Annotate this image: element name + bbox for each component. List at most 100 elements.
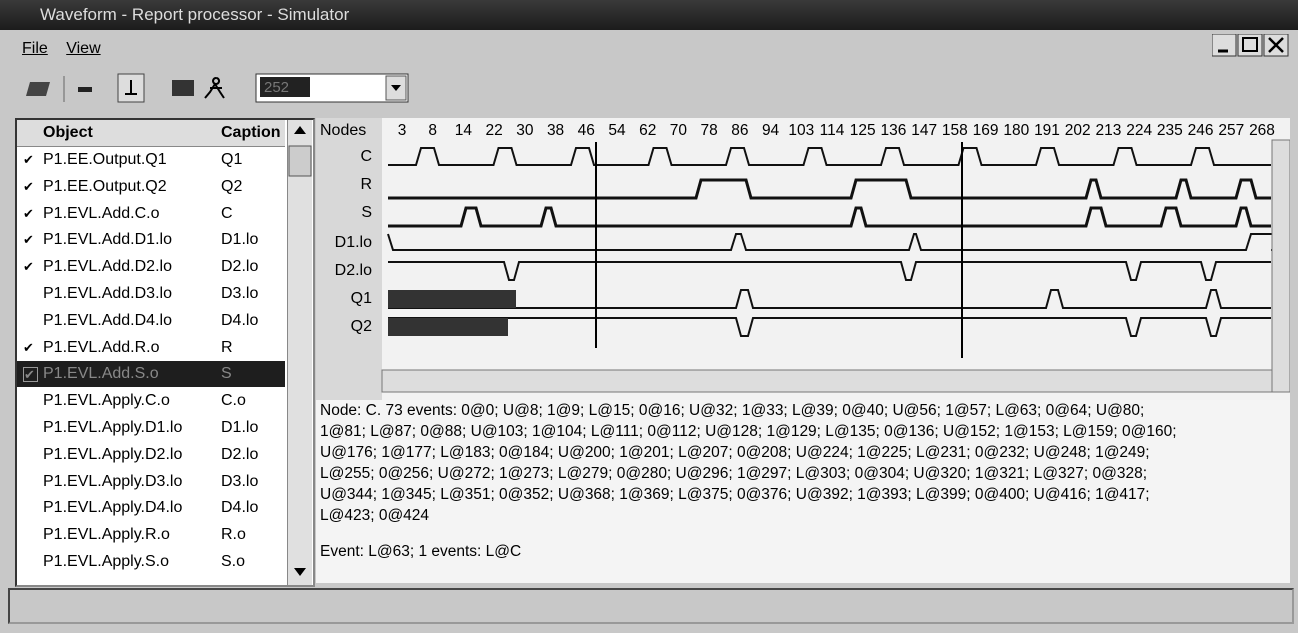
checkbox [23,528,36,541]
time-label: 38 [547,122,564,139]
object-name: P1.EE.Output.Q2 [43,174,167,200]
list-header: Object Caption [17,120,285,147]
checkbox: ✔ [23,233,36,246]
v-scrollbar[interactable] [1272,140,1290,392]
object-name: P1.EVL.Add.D3.lo [43,281,172,307]
info-line: L@255; 0@256; U@272; 1@273; L@279; 0@280… [320,465,1147,483]
caption: D3.lo [221,469,258,495]
time-label: 54 [608,122,626,139]
object-name: P1.EVL.Apply.D2.lo [43,442,182,468]
time-label: 257 [1218,122,1244,139]
object-name: P1.EVL.Add.D2.lo [43,254,172,280]
list-row[interactable]: P1.EVL.Apply.D3.lo D3.lo [17,469,285,495]
checkbox: ✔ [23,367,38,382]
caption: D1.lo [221,415,258,441]
object-name: P1.EVL.Apply.D4.lo [43,495,182,521]
object-name: P1.EVL.Apply.S.o [43,549,169,575]
open-icon[interactable] [26,82,50,96]
checkbox [23,555,36,568]
caption: D3.lo [221,281,258,307]
signal-label: Q2 [351,318,372,335]
object-name: P1.EVL.Apply.C.o [43,388,170,414]
toolbar: 252 [20,70,420,108]
h-scrollbar[interactable] [382,370,1272,392]
checkbox [23,287,36,300]
time-label: 202 [1065,122,1091,139]
menu-item[interactable]: File [22,40,48,57]
time-label: 268 [1249,122,1275,139]
object-name: P1.EVL.Apply.D3.lo [43,469,182,495]
combo-value: 252 [264,79,289,96]
wave-bg [316,118,1290,400]
menu-item[interactable]: View [66,40,100,57]
info-line: L@423; 0@424 [320,507,429,525]
print-icon[interactable] [172,80,194,96]
caption: C [221,201,233,227]
list-row[interactable]: ✔ P1.EVL.Add.D1.lo D1.lo [17,227,285,253]
header-caption[interactable]: Caption [221,120,281,146]
time-label: 224 [1126,122,1152,139]
unknown-block [388,318,508,336]
object-name: P1.EVL.Add.R.o [43,335,160,361]
object-name: P1.EVL.Add.C.o [43,201,160,227]
caption: D1.lo [221,227,258,253]
checkbox: ✔ [23,260,36,273]
info-line: Node: C. 73 events: 0@0; U@8; 1@9; L@15;… [320,402,1144,420]
signal-label: R [360,176,372,193]
time-label: 14 [455,122,473,139]
time-label: 103 [788,122,814,139]
signal-label: D2.lo [335,262,372,279]
signal-label: S [361,204,372,221]
time-label: 30 [516,122,534,139]
time-label: 158 [942,122,968,139]
object-name: P1.EVL.Add.S.o [43,361,159,387]
time-label: 246 [1188,122,1214,139]
list-row[interactable]: ✔ P1.EVL.Add.C.o C [17,201,285,227]
minus-icon[interactable] [78,87,92,92]
checkbox: ✔ [23,207,36,220]
time-label: 8 [428,122,437,139]
window: Waveform - Report processor - Simulator … [0,0,1298,633]
caption: Q2 [221,174,242,200]
checkbox [23,448,36,461]
time-label: 213 [1095,122,1121,139]
window-controls[interactable] [1212,34,1292,58]
time-label: 125 [850,122,876,139]
list-row[interactable]: P1.EVL.Add.D3.lo D3.lo [17,281,285,307]
header-object[interactable]: Object [43,120,93,146]
checkbox [23,501,36,514]
time-label: 180 [1003,122,1029,139]
time-label: 136 [880,122,906,139]
time-label: 147 [911,122,937,139]
run-icon[interactable] [205,78,224,98]
list-row[interactable]: P1.EVL.Apply.D2.lo D2.lo [17,442,285,468]
time-label: 235 [1157,122,1183,139]
time-label: 169 [973,122,999,139]
object-name: P1.EVL.Add.D4.lo [43,308,172,334]
time-label: 62 [639,122,656,139]
title-bar: Waveform - Report processor - Simulator [0,0,1298,30]
object-name: P1.EE.Output.Q1 [43,147,167,173]
checkbox [23,394,36,407]
info-panel: Node: C. 73 events: 0@0; U@8; 1@9; L@15;… [316,400,1290,583]
list-row[interactable]: P1.EVL.Apply.D1.lo D1.lo [17,415,285,441]
time-label: 46 [578,122,595,139]
caption: D2.lo [221,442,258,468]
caption: Q1 [221,147,242,173]
object-name: P1.EVL.Apply.D1.lo [43,415,182,441]
info-line: U@176; 1@177; L@183; 0@184; U@200; 1@201… [320,444,1150,462]
status-bar [8,588,1294,624]
scrollbar[interactable] [287,120,312,585]
object-name: P1.EVL.Add.D1.lo [43,227,172,253]
signal-label: D1.lo [335,234,372,251]
